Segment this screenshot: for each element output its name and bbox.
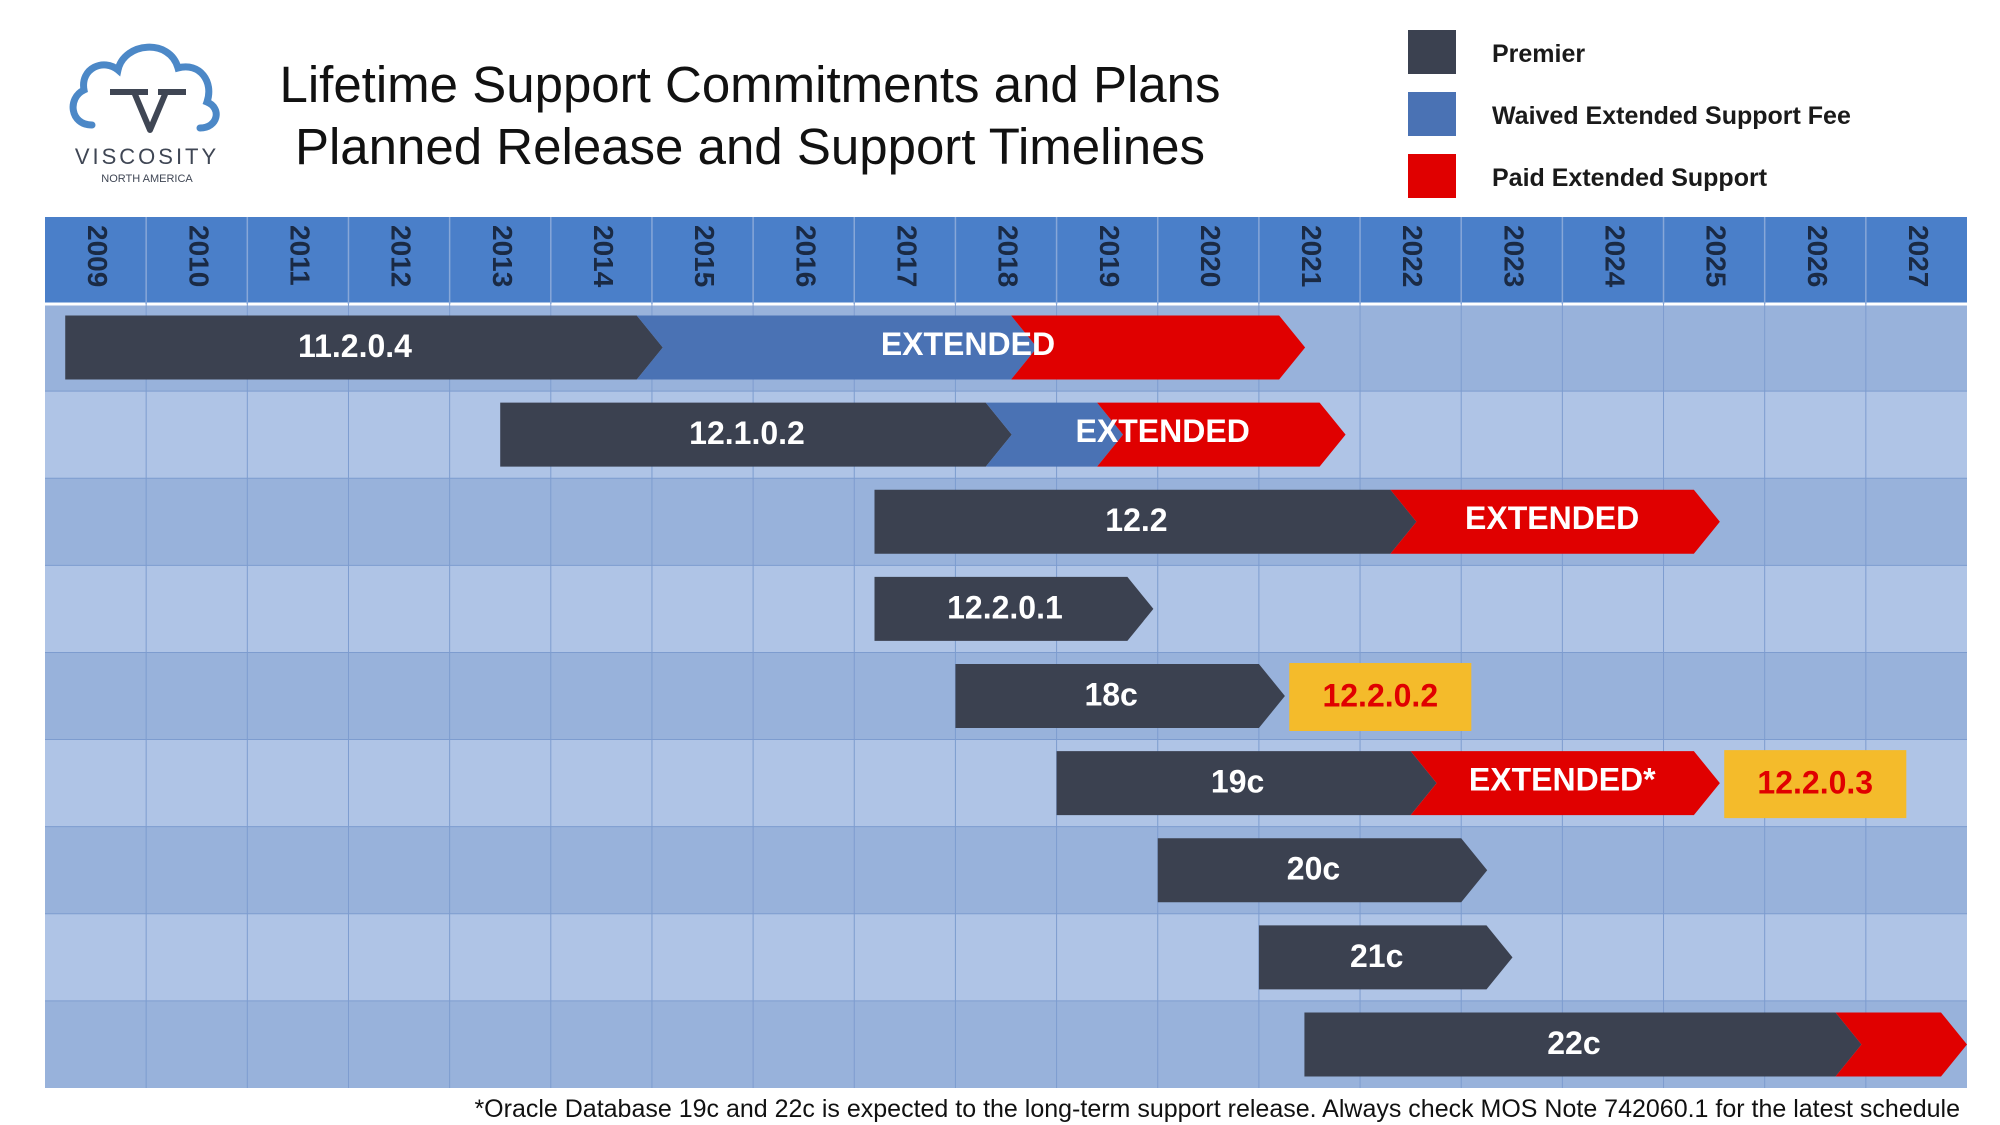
year-label: 2026 [1802, 225, 1833, 287]
release-label: 20c [1287, 851, 1340, 887]
note-box [1289, 663, 1472, 731]
legend-swatch-premier [1408, 30, 1456, 74]
year-header-band [45, 217, 1967, 304]
bar-premier [1258, 925, 1513, 990]
extended-label: EXTENDED* [1469, 762, 1656, 798]
year-label: 2022 [1397, 225, 1428, 287]
footnote: *Oracle Database 19c and 22c is expected… [474, 1095, 1960, 1123]
bar-premier [500, 402, 1012, 467]
bar-paid [1097, 402, 1346, 467]
year-label: 2010 [183, 225, 214, 287]
legend-label-paid: Paid Extended Support [1492, 164, 1768, 192]
row-band [45, 826, 1967, 914]
year-label: 2023 [1498, 225, 1529, 287]
year-label: 2024 [1600, 225, 1631, 288]
bar-waived [636, 315, 1038, 380]
release-label: 22c [1547, 1025, 1600, 1061]
release-label: 12.2 [1105, 502, 1167, 538]
legend-swatch-waived [1408, 92, 1456, 136]
year-label: 2015 [689, 225, 720, 287]
year-label: 2011 [285, 225, 316, 286]
year-label: 2027 [1903, 225, 1934, 287]
bar-paid [1835, 1012, 1967, 1077]
year-label: 2025 [1701, 225, 1732, 287]
extended-label: EXTENDED [1076, 413, 1250, 449]
legend-swatch-paid [1408, 154, 1456, 198]
bar-premier [955, 664, 1285, 728]
bar-premier [65, 315, 663, 380]
bar-paid [1390, 489, 1720, 554]
legend-label-waived: Waived Extended Support Fee [1492, 102, 1851, 130]
extended-label: EXTENDED [1465, 500, 1639, 536]
note-box [1724, 750, 1907, 819]
year-label: 2018 [993, 225, 1024, 287]
year-label: 2016 [790, 225, 821, 287]
release-label: 11.2.0.4 [298, 328, 412, 364]
bar-premier [874, 576, 1154, 641]
year-label: 2019 [1094, 225, 1125, 287]
year-label: 2020 [1195, 225, 1226, 287]
viscosity-logo: VISCOSITY NORTH AMERICA [69, 43, 220, 185]
chart-subtitle: Planned Release and Support Timelines [294, 118, 1206, 175]
bar-premier [1157, 838, 1488, 903]
bar-paid [1410, 751, 1720, 816]
logo-name: VISCOSITY [75, 144, 219, 169]
year-label: 2012 [386, 225, 417, 287]
year-label: 2013 [487, 225, 518, 287]
row-band [45, 913, 1967, 1001]
v-mark-icon [110, 89, 186, 133]
release-label: 12.1.0.2 [689, 415, 805, 451]
bar-premier [1056, 751, 1437, 816]
release-label: 12.2.0.1 [947, 589, 1063, 625]
year-label: 2009 [82, 225, 113, 287]
bar-waived [985, 402, 1124, 467]
bar-paid [1011, 315, 1306, 380]
year-label: 2021 [1296, 225, 1327, 287]
year-label: 2014 [588, 225, 619, 288]
cloud-icon [69, 43, 220, 132]
chart-title: Lifetime Support Commitments and Plans [279, 56, 1221, 113]
bar-premier [874, 489, 1417, 554]
note-label: 12.2.0.2 [1322, 677, 1438, 713]
bar-premier [1304, 1012, 1862, 1077]
release-label: 19c [1211, 764, 1264, 800]
legend-label-premier: Premier [1492, 40, 1586, 68]
year-label: 2017 [891, 225, 922, 287]
extended-label: EXTENDED [881, 326, 1055, 362]
note-label: 12.2.0.3 [1757, 765, 1873, 801]
release-label: 21c [1350, 938, 1403, 974]
logo-subtitle: NORTH AMERICA [101, 173, 193, 185]
release-label: 18c [1084, 676, 1137, 712]
